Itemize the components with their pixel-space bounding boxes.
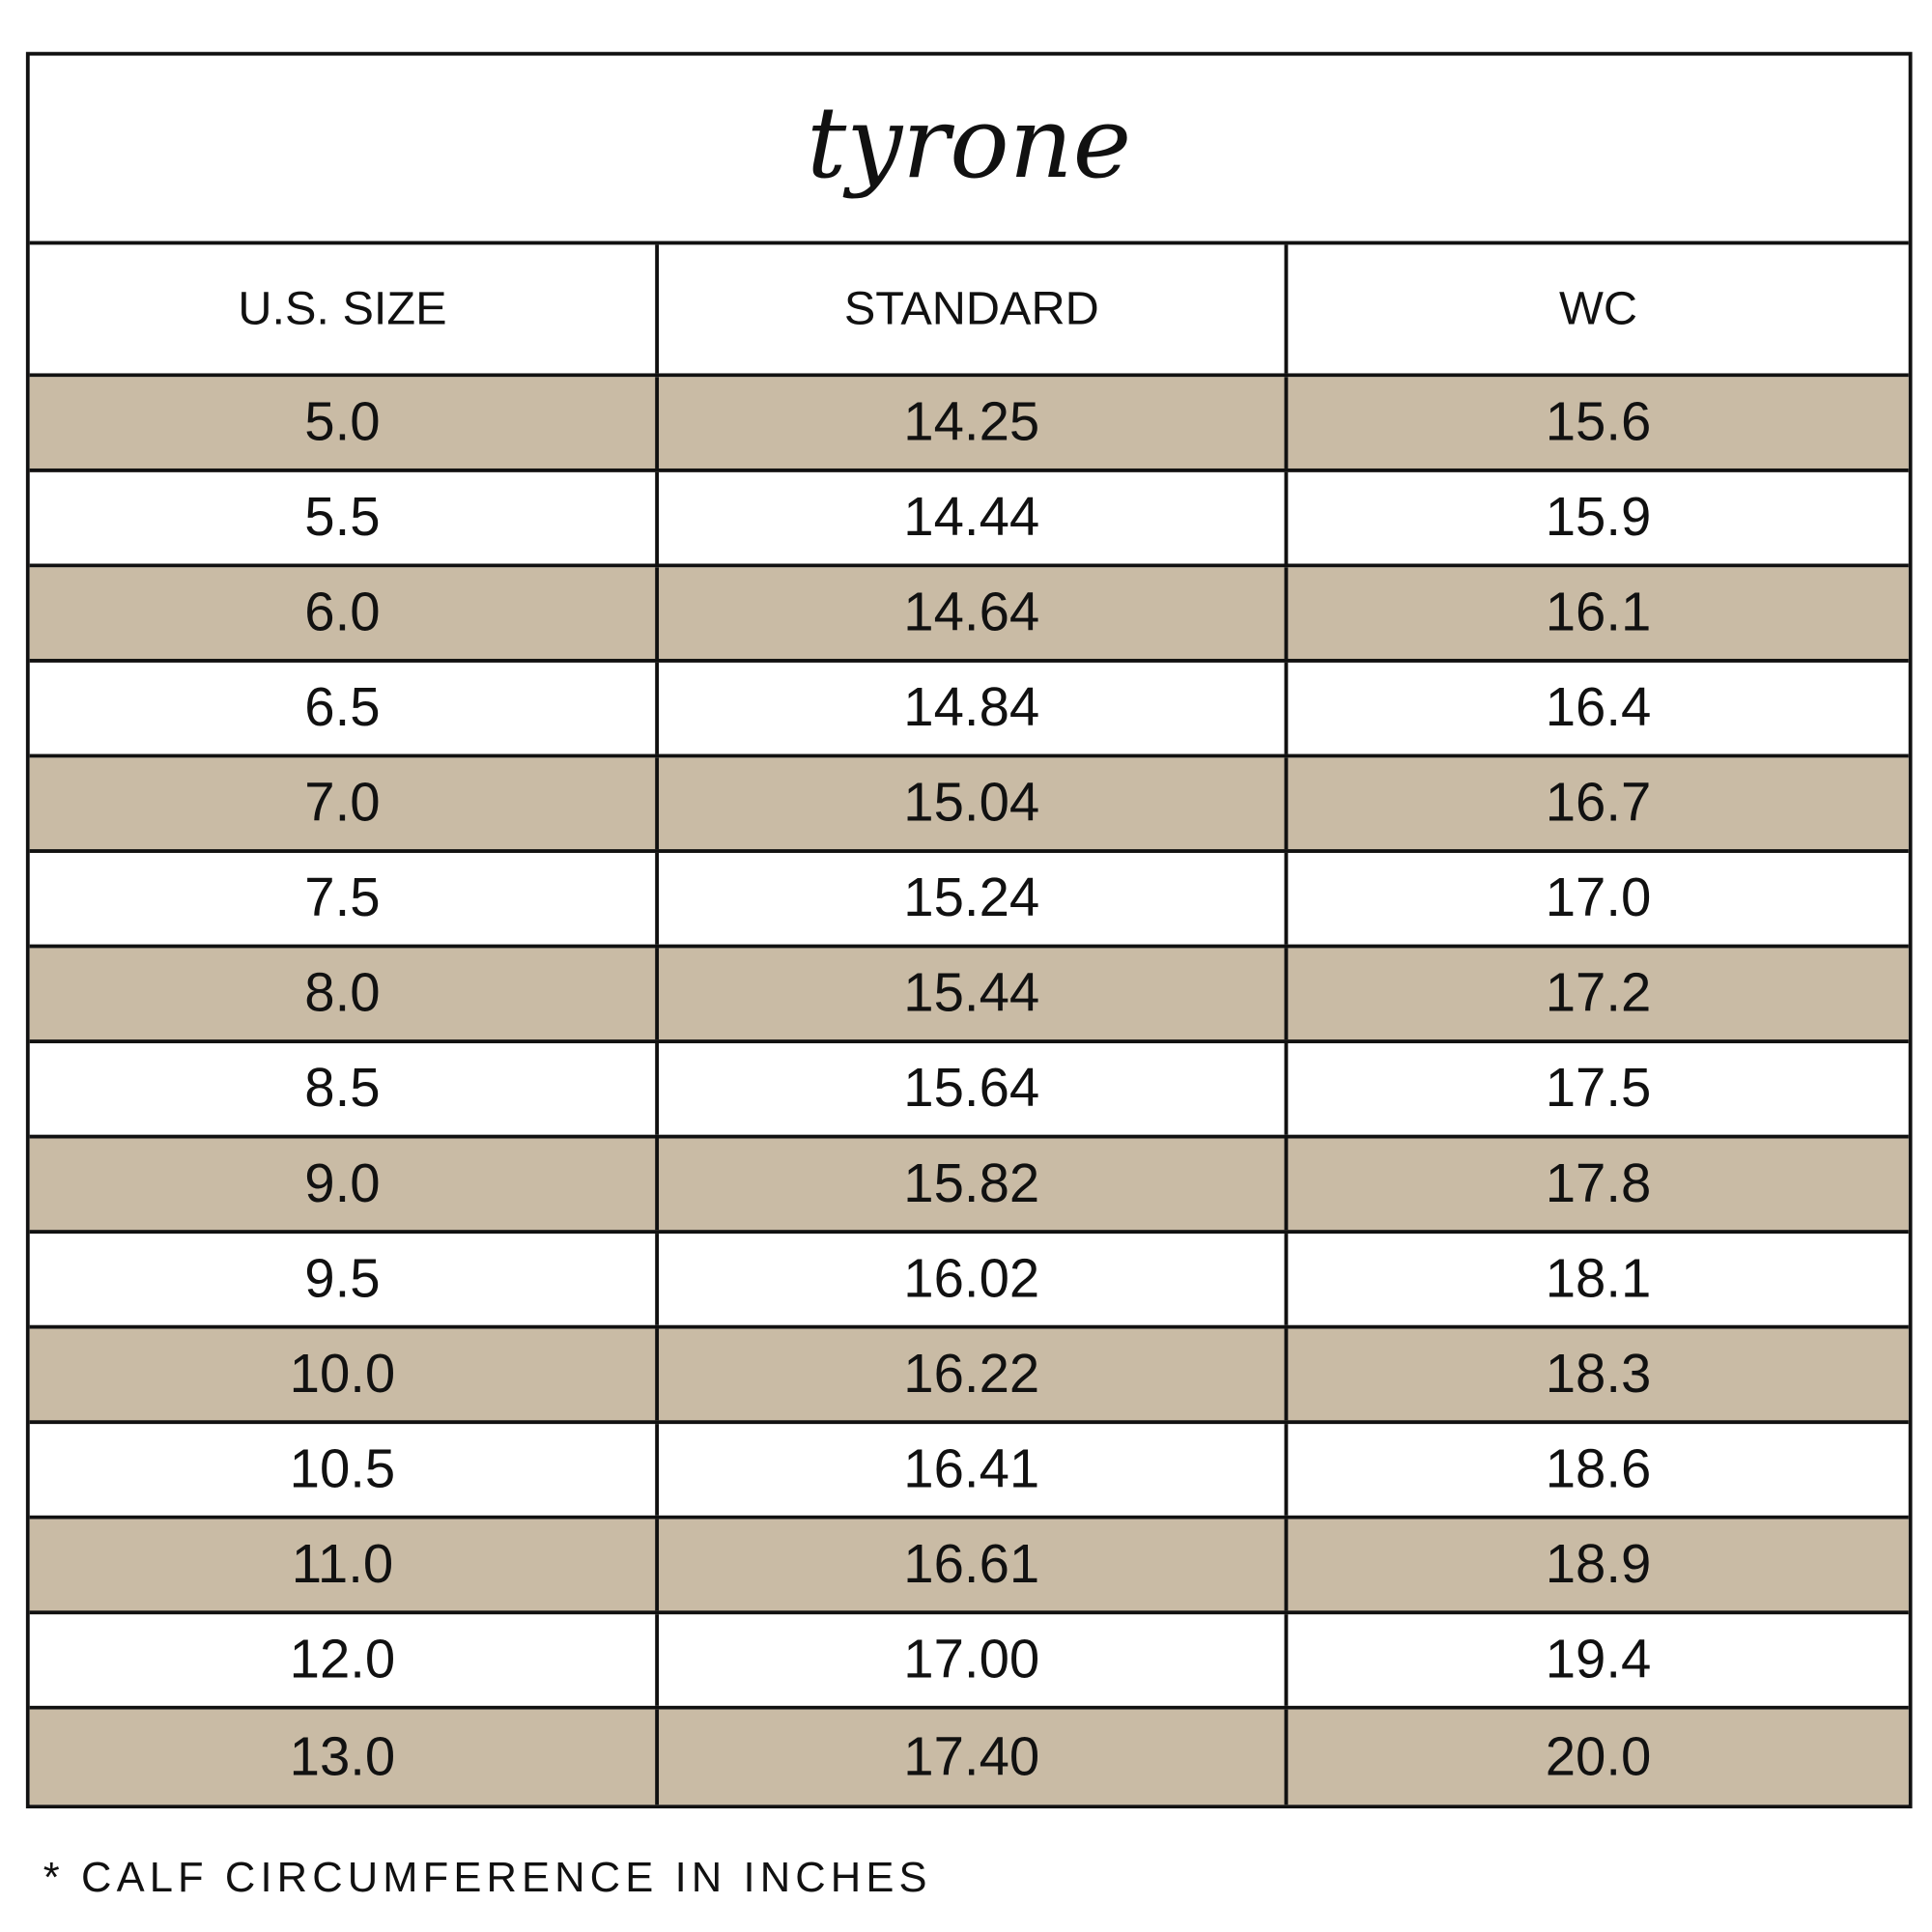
standard-cell: 16.02 xyxy=(655,1234,1284,1325)
size-cell: 8.5 xyxy=(304,1058,381,1120)
chart-title: tyrone xyxy=(29,56,1909,245)
size-cell: 5.5 xyxy=(304,487,381,548)
table-row: 7.5 15.24 17.0 xyxy=(29,852,1909,949)
table-row: 5.5 14.44 15.9 xyxy=(29,471,1909,568)
standard-cell: 16.41 xyxy=(655,1424,1284,1516)
size-chart-table: tyrone U.S. SIZE STANDARD WC 5.0 14.25 15.… xyxy=(25,51,1913,1809)
standard-cell: 16.22 xyxy=(655,1328,1284,1421)
wc-cell: 16.1 xyxy=(1284,567,1909,660)
table-row: 8.0 15.44 17.2 xyxy=(29,948,1909,1043)
size-cell: 6.5 xyxy=(304,677,381,738)
standard-cell: 14.25 xyxy=(655,377,1284,469)
standard-cell: 15.24 xyxy=(655,852,1284,945)
table-body: 5.0 14.25 15.6 5.5 14.44 15.9 6.0 14.64 16.1 6.5 1… xyxy=(29,377,1909,1805)
header-standard: STANDARD xyxy=(655,244,1284,374)
wc-cell: 16.7 xyxy=(1284,757,1909,850)
size-cell: 10.5 xyxy=(289,1438,396,1500)
standard-cell: 14.64 xyxy=(655,567,1284,660)
table-row: 10.0 16.22 18.3 xyxy=(29,1328,1909,1425)
table-row: 11.0 16.61 18.9 xyxy=(29,1519,1909,1615)
standard-cell: 17.40 xyxy=(655,1709,1284,1805)
standard-cell: 15.82 xyxy=(655,1138,1284,1231)
wc-cell: 17.0 xyxy=(1284,852,1909,945)
header-wc: WC xyxy=(1284,244,1909,374)
wc-cell: 18.9 xyxy=(1284,1519,1909,1611)
header-row: U.S. SIZE STANDARD WC xyxy=(29,244,1909,378)
size-cell: 5.0 xyxy=(304,391,381,453)
size-cell: 10.0 xyxy=(289,1343,396,1405)
standard-cell: 14.44 xyxy=(655,471,1284,564)
standard-cell: 15.64 xyxy=(655,1042,1284,1135)
table-row: 13.0 17.40 20.0 xyxy=(29,1709,1909,1805)
size-cell: 7.0 xyxy=(304,772,381,834)
table-row: 9.0 15.82 17.8 xyxy=(29,1138,1909,1235)
wc-cell: 17.5 xyxy=(1284,1042,1909,1135)
size-cell: 6.0 xyxy=(304,582,381,643)
size-cell: 13.0 xyxy=(289,1725,396,1787)
size-cell: 12.0 xyxy=(289,1629,396,1690)
size-cell: 9.0 xyxy=(304,1152,381,1214)
header-us-size: U.S. SIZE xyxy=(238,282,447,335)
table-row: 10.5 16.41 18.6 xyxy=(29,1424,1909,1520)
table-row: 8.5 15.64 17.5 xyxy=(29,1042,1909,1139)
standard-cell: 17.00 xyxy=(655,1614,1284,1706)
table-row: 7.0 15.04 16.7 xyxy=(29,757,1909,853)
table-row: 9.5 16.02 18.1 xyxy=(29,1234,1909,1329)
wc-cell: 15.9 xyxy=(1284,471,1909,564)
wc-cell: 19.4 xyxy=(1284,1614,1909,1706)
table-row: 6.0 14.64 16.1 xyxy=(29,567,1909,663)
wc-cell: 17.2 xyxy=(1284,948,1909,1040)
table-row: 6.5 14.84 16.4 xyxy=(29,662,1909,758)
standard-cell: 15.04 xyxy=(655,757,1284,850)
wc-cell: 20.0 xyxy=(1284,1709,1909,1805)
size-cell: 11.0 xyxy=(291,1533,394,1595)
standard-cell: 14.84 xyxy=(655,662,1284,754)
wc-cell: 18.3 xyxy=(1284,1328,1909,1421)
standard-cell: 15.44 xyxy=(655,948,1284,1040)
wc-cell: 18.1 xyxy=(1284,1234,1909,1325)
standard-cell: 16.61 xyxy=(655,1519,1284,1611)
table-row: 5.0 14.25 15.6 xyxy=(29,377,1909,472)
table-row: 12.0 17.00 19.4 xyxy=(29,1614,1909,1710)
wc-cell: 17.8 xyxy=(1284,1138,1909,1231)
wc-cell: 15.6 xyxy=(1284,377,1909,469)
size-cell: 9.5 xyxy=(304,1248,381,1310)
wc-cell: 18.6 xyxy=(1284,1424,1909,1516)
size-cell: 7.5 xyxy=(304,867,381,928)
footnote: * CALF CIRCUMFERENCE IN INCHES xyxy=(43,1854,932,1902)
size-cell: 8.0 xyxy=(304,962,381,1024)
wc-cell: 16.4 xyxy=(1284,662,1909,754)
